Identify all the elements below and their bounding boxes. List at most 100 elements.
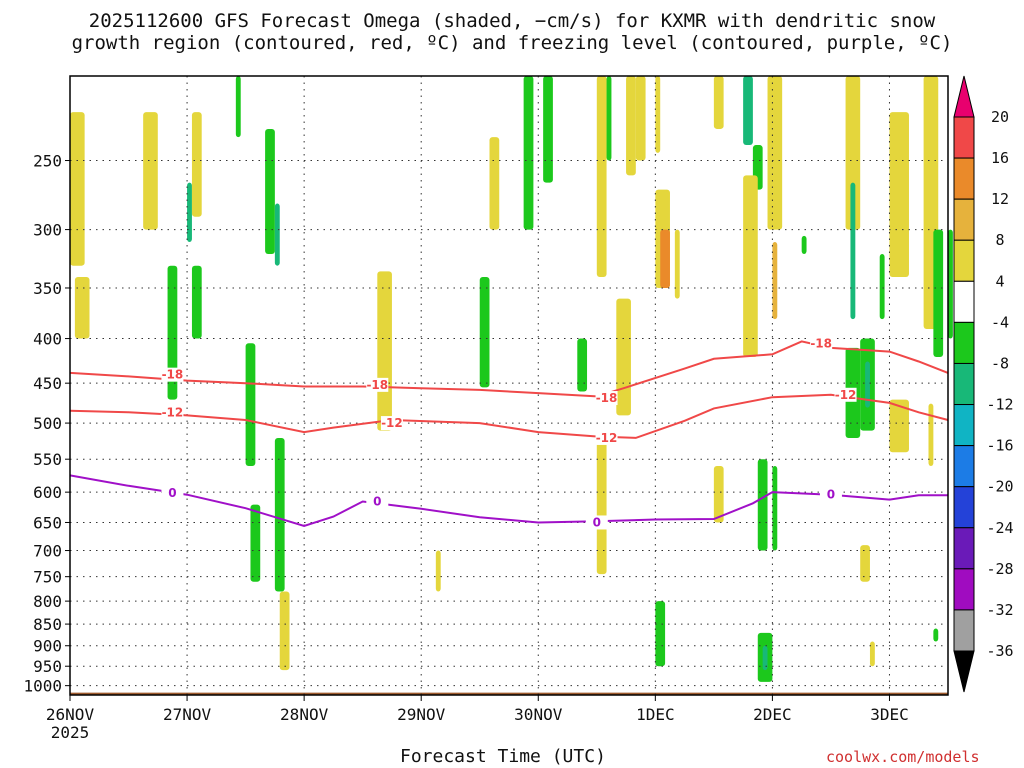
contour-label: 0 xyxy=(593,515,601,529)
omega-cell xyxy=(713,76,724,129)
y-tick-label: 350 xyxy=(33,279,62,298)
omega-cell xyxy=(274,203,280,266)
colorbar-tick-label: 4 xyxy=(995,272,1004,290)
contour-label: -12 xyxy=(596,431,618,445)
contour-label: -12 xyxy=(381,416,403,430)
y-axis: 250 300 350 400 450 500 550 600 650 700 750 800 850 9… xyxy=(23,152,70,696)
colorbar-tick-label: 20 xyxy=(991,108,1009,126)
omega-cell xyxy=(635,76,646,161)
omega-cell xyxy=(743,175,758,358)
colorbar-tick-label: -28 xyxy=(986,560,1013,578)
omega-cell xyxy=(933,229,944,358)
x-tick-label: 28NOV xyxy=(280,705,329,724)
omega-cell xyxy=(845,76,861,230)
colorbar-tick-label: -12 xyxy=(986,396,1013,414)
omega-cell xyxy=(596,441,607,575)
omega-cell xyxy=(489,137,500,230)
omega-cell xyxy=(801,235,807,255)
surface-terrain-bar xyxy=(70,692,948,695)
omega-cell xyxy=(274,437,285,592)
y-tick-label: 700 xyxy=(33,542,62,561)
colorbar-tick-label: 16 xyxy=(991,149,1009,167)
omega-cell xyxy=(191,112,202,217)
omega-cell xyxy=(860,545,870,582)
y-tick-label: 250 xyxy=(33,152,62,171)
colorbar-segment xyxy=(953,157,975,200)
contour-lines: -18 -18 -18 -18 -12 -12 -12 -12 0 0 0 0 xyxy=(69,336,949,530)
omega-cell xyxy=(889,112,909,277)
colorbar-segment xyxy=(953,527,975,570)
contour-label-bg xyxy=(595,430,618,445)
omega-cell xyxy=(479,276,490,388)
omega-cell xyxy=(850,182,856,320)
colorbar-tick-label: -32 xyxy=(986,601,1013,619)
credit-text: coolwx.com/models xyxy=(826,748,980,766)
omega-cell xyxy=(743,76,753,146)
omega-cell xyxy=(869,641,875,667)
omega-cell xyxy=(235,76,241,138)
chart-title-line-1: 2025112600 GFS Forecast Omega (shaded, −… xyxy=(88,10,936,32)
x-tick-label: 26NOV xyxy=(46,705,95,724)
omega-cell xyxy=(523,76,534,230)
colorbar-tick-label: 8 xyxy=(995,231,1004,249)
contour-label: -18 xyxy=(162,368,184,382)
y-tick-label: 950 xyxy=(33,657,62,676)
contour-label-bg xyxy=(585,515,608,530)
omega-cell xyxy=(167,265,178,400)
x-axis-label: Forecast Time (UTC) xyxy=(400,746,606,767)
omega-cell xyxy=(772,242,778,320)
y-tick-label: 800 xyxy=(33,592,62,611)
contour-label: -18 xyxy=(810,336,832,350)
contour-label-bg xyxy=(161,367,184,382)
omega-cell xyxy=(616,298,631,416)
omega-cell xyxy=(655,76,661,153)
omega-cell xyxy=(655,601,666,667)
omega-cell xyxy=(674,229,680,299)
contour-label-bg xyxy=(161,485,184,500)
colorbar-segment xyxy=(953,445,975,488)
omega-cell xyxy=(577,338,588,392)
omega-cell xyxy=(757,459,768,551)
contour-label: -12 xyxy=(162,405,184,419)
omega-cell xyxy=(279,591,290,671)
omega-cell xyxy=(865,361,870,408)
y-tick-label: 450 xyxy=(33,374,62,393)
colorbar-tick-label: 12 xyxy=(991,190,1009,208)
contour-label: 0 xyxy=(373,495,381,509)
colorbar-tick-label: -36 xyxy=(986,642,1013,660)
colorbar-bottom-triangle xyxy=(953,650,975,693)
contour-label-bg xyxy=(380,416,403,431)
colorbar-segment xyxy=(953,362,975,406)
omega-cell xyxy=(250,504,261,582)
omega-cell xyxy=(713,466,724,523)
omega-cell xyxy=(543,76,553,183)
omega-cell xyxy=(767,76,783,230)
colorbar: 20 16 12 8 4 -4 -8 -12 -16 -20 -24 -28 -32 -36 xyxy=(953,75,1014,693)
colorbar-segment xyxy=(953,239,975,282)
contour-label: -12 xyxy=(835,388,857,402)
contour-label-bg xyxy=(810,336,833,351)
contour-line xyxy=(69,393,949,439)
y-tick-label: 600 xyxy=(33,483,62,502)
contour-label-bg xyxy=(161,405,184,420)
colorbar-segment xyxy=(953,198,975,241)
omega-cell xyxy=(265,128,275,255)
omega-cell xyxy=(435,550,441,592)
omega-cell xyxy=(889,399,909,453)
contour-label-bg xyxy=(366,494,389,509)
omega-cell xyxy=(948,229,953,339)
contour-label: 0 xyxy=(168,486,176,500)
y-tick-label: 300 xyxy=(33,221,62,240)
colorbar-tick-label: -8 xyxy=(991,354,1009,372)
x-tick-label: 2DEC xyxy=(753,705,792,724)
omega-cell xyxy=(245,343,256,467)
x-tick-label: 1DEC xyxy=(636,705,675,724)
y-tick-label: 850 xyxy=(33,615,62,634)
contour-label: 0 xyxy=(827,488,835,502)
omega-cell xyxy=(626,76,636,176)
contour-label-bg xyxy=(834,387,857,402)
omega-cell xyxy=(377,271,392,431)
omega-cell xyxy=(187,182,192,243)
